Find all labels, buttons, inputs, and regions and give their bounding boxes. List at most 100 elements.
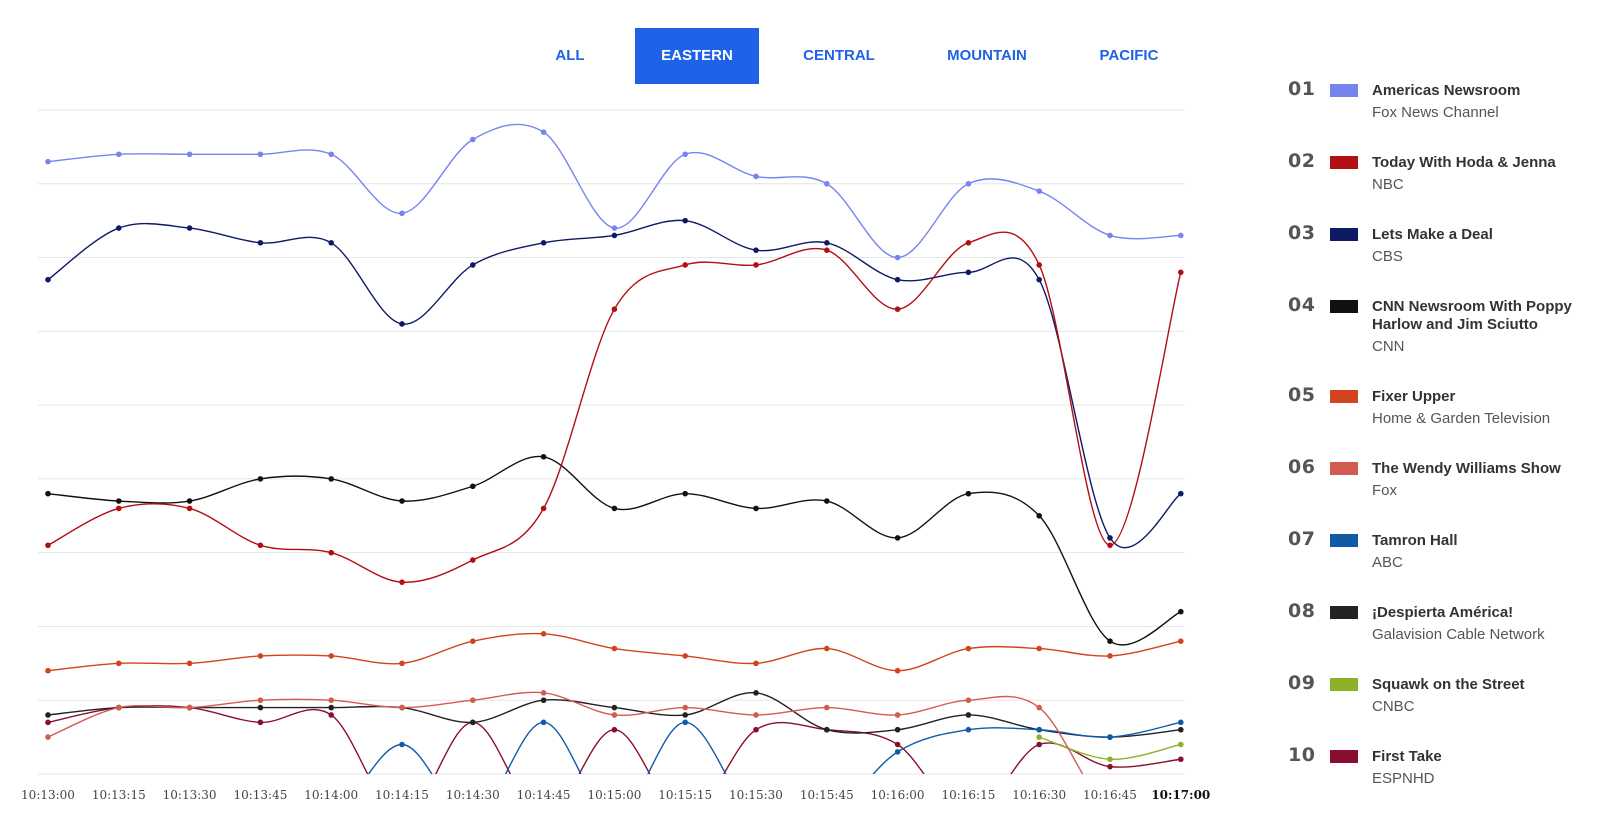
data-point [965,269,972,276]
data-point [1036,262,1042,268]
data-point [1178,719,1184,726]
x-tick-label: 10:16:15 [941,788,995,802]
data-point [45,158,51,165]
legend-network: CNBC [1372,698,1415,715]
data-point [45,734,51,740]
legend-swatch [1330,750,1358,763]
data-point [1107,763,1113,770]
legend-rank: 04 [1288,294,1316,316]
legend-show-title: ¡Despierta América! [1372,604,1514,621]
data-point [1036,734,1042,740]
data-point [965,240,972,246]
data-point [824,645,830,652]
data-point [894,306,901,313]
data-point [470,719,476,726]
data-point [45,542,51,549]
data-point [965,180,972,187]
legend-network: Home & Garden Television [1372,410,1551,427]
x-tick-label: 10:15:30 [729,788,783,802]
data-point [824,247,830,253]
data-point [965,697,972,704]
x-tick-label: 10:14:15 [375,788,429,802]
data-point [470,697,476,704]
data-point [45,276,51,283]
data-point [116,151,122,158]
data-point [257,542,264,549]
data-point [116,225,122,231]
data-point [45,667,51,674]
legend-network: ESPNHD [1372,770,1435,787]
data-point [682,712,688,718]
data-point [257,476,264,482]
data-point [186,704,193,711]
data-point [186,225,193,231]
legend-network: CBS [1372,248,1403,265]
data-point [328,549,335,556]
x-tick-label: 10:13:30 [163,788,217,802]
data-point [399,210,405,217]
series-line [47,231,1182,583]
series-line [47,455,1182,646]
legend-network: Fox News Channel [1372,104,1499,121]
data-point [894,726,901,733]
data-point [824,180,830,187]
legend-swatch [1330,462,1358,475]
legend-swatch [1330,156,1358,169]
tab-all[interactable]: ALL [555,47,585,64]
data-point [116,498,122,504]
region-tabs: ALL EASTERN CENTRAL MOUNTAIN PACIFIC [520,28,1220,84]
legend-rank: 09 [1288,672,1316,694]
series-line [47,691,1084,774]
data-point [540,505,547,512]
data-point [894,254,901,261]
tab-mountain[interactable]: MOUNTAIN [947,47,1027,64]
data-point [1107,638,1113,644]
data-point [399,498,405,504]
ratings-line-chart: 10:13:00 10:13:15 10:13:30 10:13:45 10:14:00… [21,109,1210,802]
data-point [328,712,335,718]
data-point [1036,188,1042,194]
x-tick-label: 10:14:45 [517,788,571,802]
data-point [399,660,405,667]
data-point [45,712,51,718]
data-point [1036,726,1042,733]
data-point [965,645,972,652]
data-point [894,749,901,755]
data-point [399,579,405,585]
data-point [540,240,547,246]
legend-network: ABC [1372,554,1403,571]
data-point [965,726,972,733]
data-point [328,653,335,659]
data-point [1178,269,1184,276]
data-point [1178,726,1184,733]
legend-show-title: Fixer Upper [1372,388,1456,405]
data-point [894,276,901,283]
data-point [257,704,264,711]
tab-eastern[interactable]: EASTERN [635,28,759,84]
x-tick-label: 10:13:15 [92,788,146,802]
legend-swatch [1330,390,1358,403]
data-point [470,483,476,490]
data-point [470,638,476,644]
series-line [47,219,1182,549]
tab-central[interactable]: CENTRAL [803,47,875,64]
data-point [611,645,618,652]
legend-swatch [1330,228,1358,241]
data-point [186,151,193,158]
data-point [540,631,547,637]
data-point [1107,542,1113,549]
tab-pacific[interactable]: PACIFIC [1099,47,1159,64]
data-point [399,704,405,711]
x-tick-label: 10:15:45 [800,788,854,802]
data-point [45,490,51,497]
data-point [1178,232,1184,239]
legend-show-title: Americas Newsroom [1372,82,1521,99]
data-point [328,704,335,711]
data-point [186,505,193,512]
legend-network: Fox [1372,482,1398,499]
data-point [45,719,51,726]
legend-show-title: Tamron Hall [1372,532,1458,549]
data-point [894,667,901,674]
x-tick-label: 10:16:00 [871,788,925,802]
legend-swatch [1330,534,1358,547]
